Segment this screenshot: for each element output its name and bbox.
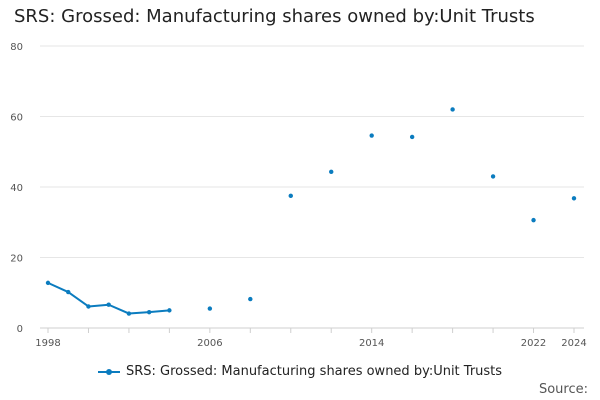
data-point[interactable]: [146, 309, 152, 315]
y-tick-label: 60: [10, 113, 23, 124]
grid-lines: [40, 45, 584, 329]
data-point[interactable]: [450, 107, 455, 112]
y-tick-label: 40: [10, 183, 23, 194]
data-point[interactable]: [409, 134, 415, 140]
data-point[interactable]: [86, 304, 91, 309]
x-tick-label: 2014: [359, 338, 384, 349]
data-point[interactable]: [106, 302, 111, 307]
data-point[interactable]: [288, 193, 293, 199]
data-point[interactable]: [248, 296, 253, 302]
series-line-segment: [148, 309, 171, 314]
data-point[interactable]: [167, 308, 172, 313]
data-point[interactable]: [329, 169, 334, 175]
legend-label: SRS: Grossed: Manufacturing shares owned…: [125, 364, 503, 379]
series-line-segment: [67, 291, 90, 308]
data-point[interactable]: [369, 133, 374, 138]
source-label: Source:: [538, 382, 588, 397]
y-tick-label: 20: [10, 254, 23, 265]
x-tick-label: 2006: [197, 338, 222, 349]
data-point[interactable]: [126, 311, 132, 316]
data-point[interactable]: [45, 280, 51, 286]
data-point[interactable]: [571, 196, 577, 201]
y-tick-label: 80: [10, 42, 23, 53]
x-tick-label: 1998: [35, 338, 60, 349]
series-line-segment: [87, 303, 110, 308]
data-point[interactable]: [66, 289, 71, 295]
series-line-segment: [47, 281, 70, 294]
data-point[interactable]: [207, 306, 213, 311]
x-tick-label: 2022: [521, 338, 546, 349]
legend-swatch-icon: [97, 368, 120, 375]
legend: SRS: Grossed: Manufacturing shares owned…: [0, 364, 600, 379]
y-tick-label: 0: [17, 324, 23, 335]
x-axis: 1998 2006 2014 2022 2024: [35, 328, 587, 349]
y-axis-tick-labels: 0 20 40 60 80: [10, 42, 23, 335]
series-line-segment: [107, 303, 130, 315]
data-point[interactable]: [531, 217, 536, 223]
series-line-segment: [127, 311, 151, 315]
chart-title: SRS: Grossed: Manufacturing shares owned…: [14, 6, 535, 27]
x-tick-label: 2024: [561, 338, 586, 349]
data-point[interactable]: [490, 174, 496, 179]
data-series: [45, 107, 577, 316]
